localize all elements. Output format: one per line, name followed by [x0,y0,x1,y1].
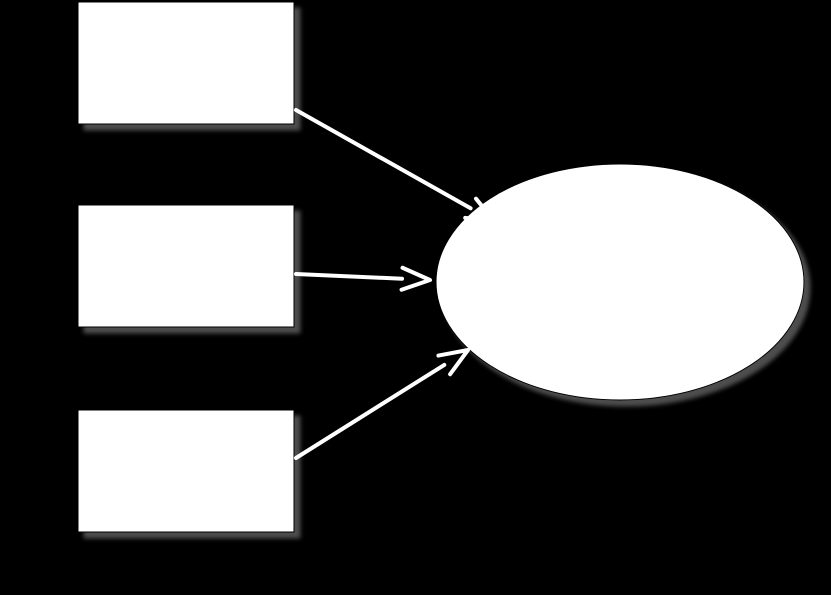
input-box-2 [78,205,294,327]
target-ellipse [436,164,804,400]
input-box-1 [78,2,294,124]
diagram-canvas [0,0,831,595]
input-box-3 [78,410,294,532]
